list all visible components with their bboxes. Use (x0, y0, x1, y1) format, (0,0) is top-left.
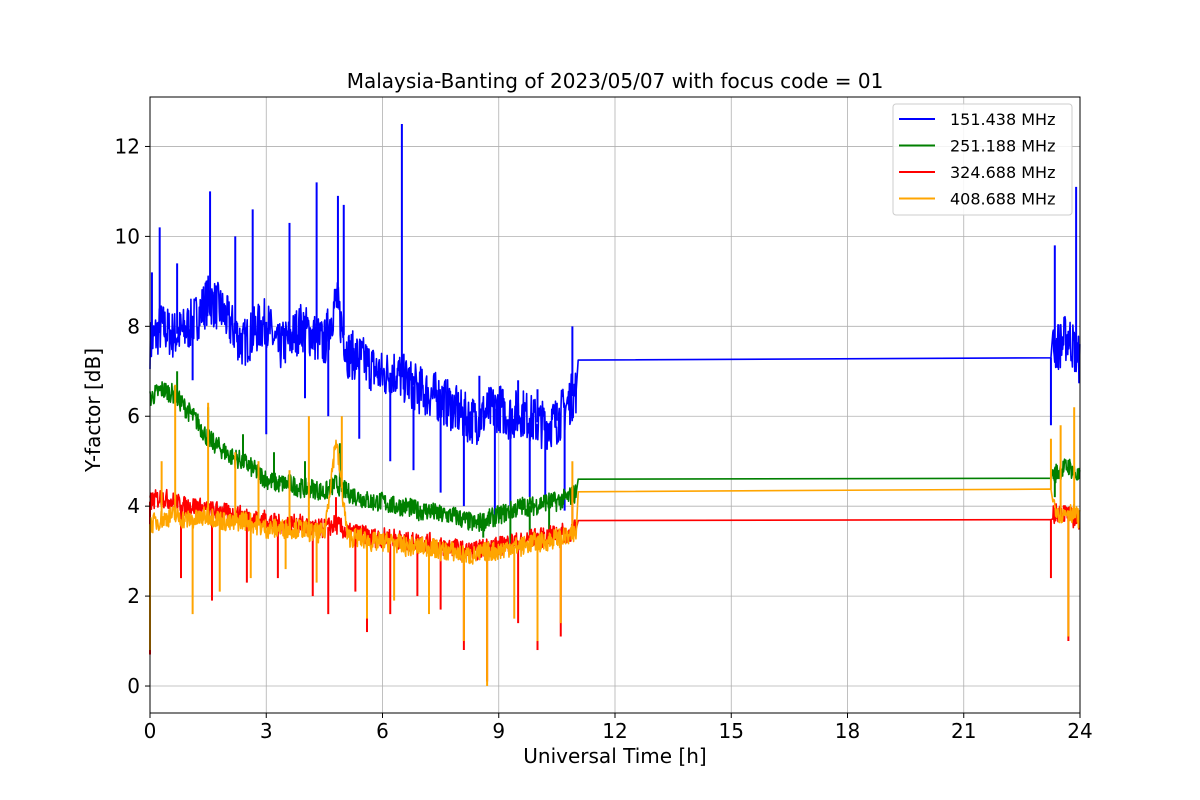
y-tick-label: 4 (127, 494, 140, 518)
legend-box (892, 103, 1073, 216)
legend-entry: 324.688 MHz (950, 163, 1055, 182)
series-layer (149, 123, 1081, 687)
x-axis-label: Universal Time [h] (523, 744, 706, 768)
x-tick-label: 0 (144, 719, 157, 743)
y-tick-label: 0 (127, 674, 140, 698)
legend-entry: 251.188 MHz (950, 137, 1055, 156)
x-tick-label: 6 (376, 719, 389, 743)
y-axis-label: Y-factor [dB] (81, 348, 105, 473)
x-tick-label: 3 (260, 719, 273, 743)
x-tick-label: 18 (835, 719, 860, 743)
series-line (149, 439, 1081, 566)
y-tick-label: 8 (127, 314, 140, 338)
x-tick-label: 9 (492, 719, 505, 743)
x-tick-label: 24 (1067, 719, 1092, 743)
y-tick-label: 10 (115, 224, 140, 248)
legend: 151.438 MHz 251.188 MHz 324.688 MHz 408.688… (892, 103, 1073, 216)
x-tick-label: 21 (951, 719, 976, 743)
series-line (149, 381, 1081, 533)
y-tick-label: 6 (127, 404, 140, 428)
y-tick-label: 2 (127, 584, 140, 608)
legend-entry: 408.688 MHz (950, 190, 1055, 209)
x-tick-label: 15 (719, 719, 744, 743)
chart-title: Malaysia-Banting of 2023/05/07 with focu… (347, 69, 884, 93)
x-tick-label: 12 (602, 719, 627, 743)
y-tick-label: 12 (115, 134, 140, 158)
legend-entry: 151.438 MHz (950, 110, 1055, 129)
